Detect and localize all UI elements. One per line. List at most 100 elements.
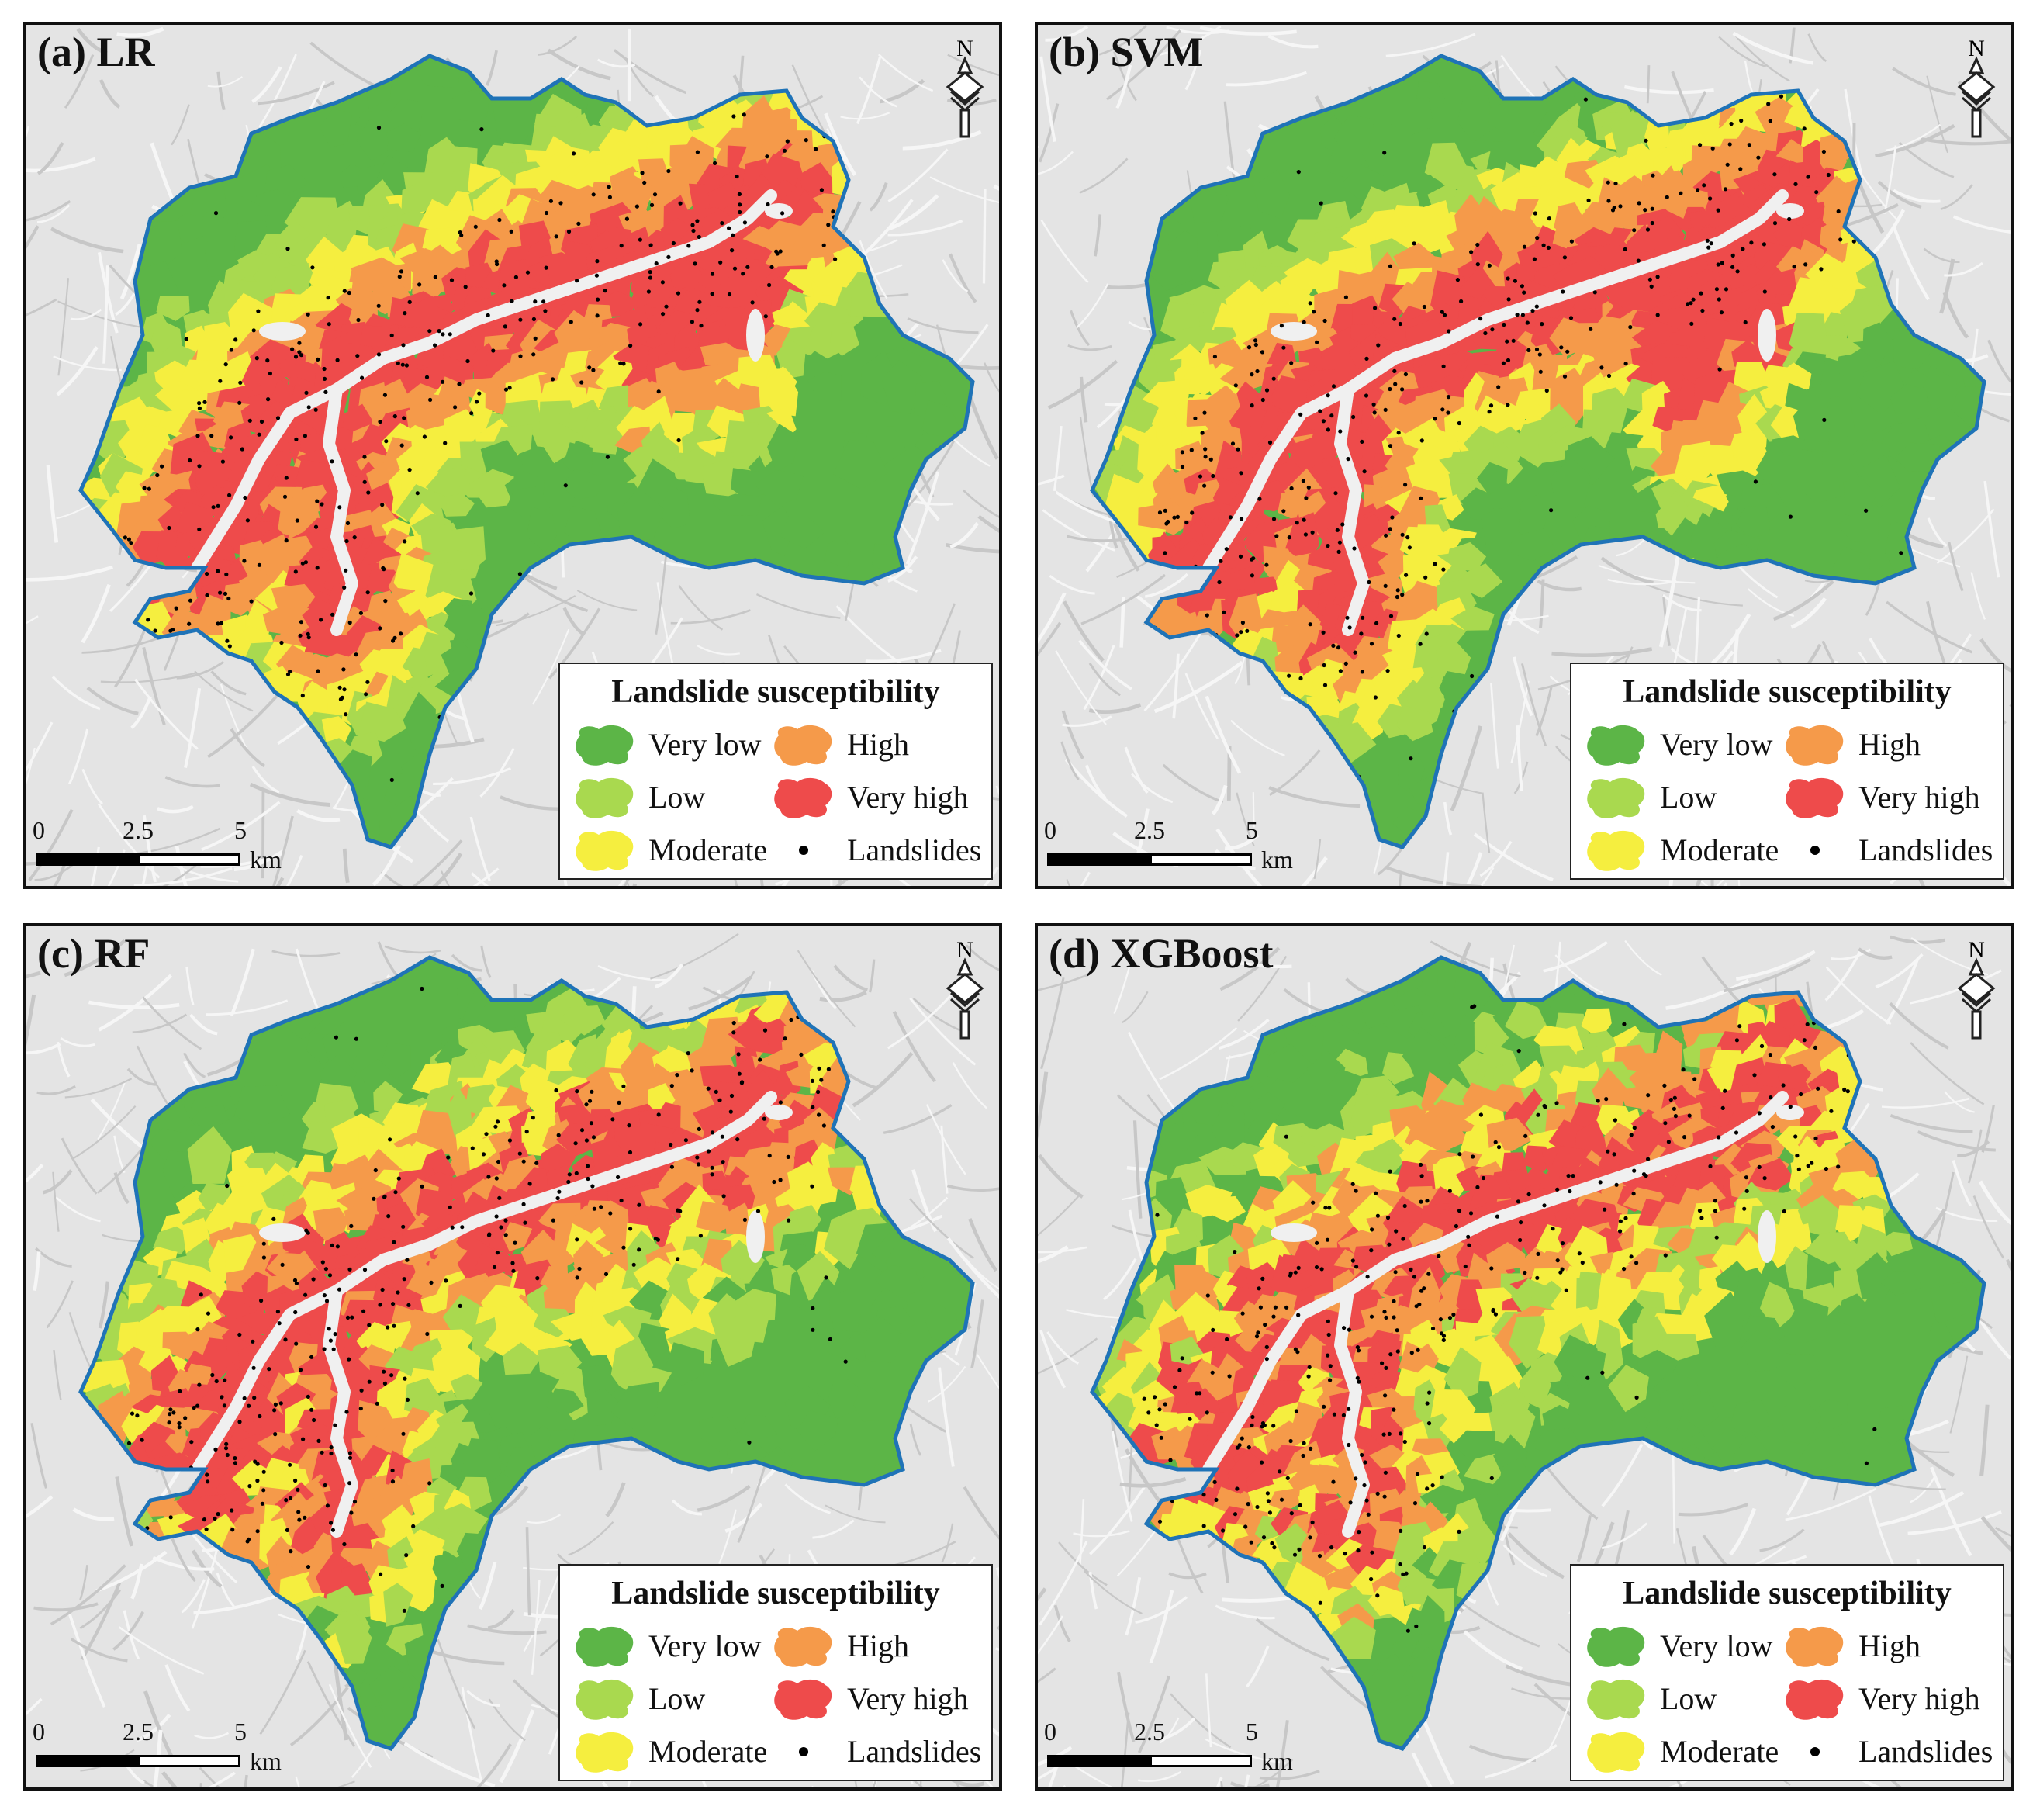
hillshade-ridge [175, 846, 188, 886]
hillshade-ridge [877, 54, 934, 92]
landslide-point [268, 371, 272, 376]
landslide-point [341, 667, 346, 672]
hillshade-ridge [819, 990, 867, 1002]
susceptibility-patch [383, 1583, 413, 1627]
susceptibility-patch [1435, 637, 1471, 685]
landslide-point [1705, 238, 1710, 243]
susceptibility-patch [1834, 353, 1870, 380]
landslide-point [479, 127, 484, 132]
lake [746, 309, 765, 362]
landslide-point [279, 640, 284, 645]
landslide-point [1230, 441, 1236, 446]
landslide-point [477, 391, 482, 396]
landslide-point [1329, 413, 1334, 418]
landslide-point [225, 1183, 230, 1189]
landslide-point [1404, 573, 1409, 577]
landslide-point [1279, 324, 1284, 328]
hillshade-ridge [755, 593, 841, 619]
susceptibility-patch [1457, 95, 1494, 143]
landslide-point [424, 375, 430, 379]
landslide-point [1236, 447, 1240, 452]
landslide-point [1319, 201, 1323, 206]
legend-label: Low [648, 1681, 706, 1716]
susceptibility-patch [415, 59, 462, 88]
landslide-point [503, 387, 509, 392]
landslide-point [731, 1030, 736, 1035]
landslide-point [189, 1440, 194, 1445]
landslide-point [378, 420, 382, 424]
hillshade-ridge [132, 1013, 188, 1034]
landslide-point [1351, 414, 1356, 420]
landslide-point [296, 1487, 300, 1492]
landslide-point [420, 1184, 424, 1189]
landslide-point [1238, 554, 1243, 559]
hillshade-ridge [296, 808, 341, 822]
landslide-point [253, 1459, 258, 1464]
susceptibility-patch [366, 649, 417, 677]
hillshade-ridge [57, 278, 70, 376]
landslide-point [710, 1172, 714, 1177]
landslide-point [1217, 580, 1222, 585]
landslide-point [403, 1376, 407, 1381]
landslide-point [693, 261, 697, 266]
moderate-swatch-icon [576, 1732, 634, 1773]
hillshade-ridge [1733, 33, 1790, 82]
landslide-point [301, 1437, 306, 1441]
susceptibility-patch [1837, 513, 1879, 542]
landslide-point [427, 329, 432, 334]
landslide-point [592, 1206, 596, 1211]
landslide-point [1353, 650, 1357, 655]
landslide-point [223, 1446, 229, 1451]
landslide-point [1487, 410, 1492, 414]
lake [259, 322, 306, 341]
legend-title: Landslide susceptibility [1623, 674, 1952, 710]
landslide-point [288, 1462, 292, 1467]
landslide-point [728, 1109, 733, 1114]
landslide-point [352, 535, 357, 540]
landslide-point [1561, 289, 1565, 294]
hillshade-ridge [133, 867, 233, 886]
landslide-point [517, 572, 523, 576]
landslide-point [1240, 620, 1245, 625]
landslide-point [654, 261, 659, 266]
landslide-point [1274, 534, 1279, 538]
landslide-point [1714, 287, 1719, 292]
hillshade-ridge [1079, 376, 1088, 423]
landslide-point [1222, 610, 1226, 615]
landslide-point [293, 1310, 298, 1315]
landslide-point [671, 240, 676, 246]
hillshade-ridge [523, 1573, 561, 1652]
landslide-point [555, 1195, 560, 1201]
hillshade-ridge [258, 81, 335, 106]
landslide-point [1373, 306, 1378, 310]
hillshade-ridge [1598, 564, 1696, 584]
landslide-point [1599, 365, 1604, 370]
landslide-point [1562, 255, 1567, 260]
panel-title: (b) SVM [1049, 29, 1204, 75]
hillshade-ridge [64, 939, 126, 977]
susceptibility-patch [205, 224, 237, 277]
landslide-point [579, 380, 584, 385]
hillshade-ridge [1205, 953, 1292, 969]
landslide-point [1388, 614, 1394, 618]
landslide-point [819, 188, 824, 192]
legend-label: Very high [847, 1681, 969, 1716]
landslide-point [411, 1524, 416, 1528]
hillshade-ridge [909, 1423, 922, 1456]
landslide-point [811, 1306, 815, 1310]
landslide-point [742, 220, 748, 225]
hillshade-ridge [1970, 572, 1986, 620]
landslide-point [342, 1541, 347, 1547]
hillshade-ridge [1267, 34, 1319, 49]
landslide-point [469, 411, 474, 416]
landslide-point [1749, 240, 1754, 245]
landslide-point [278, 1401, 283, 1406]
landslide-point [306, 405, 311, 410]
landslide-point [1802, 126, 1807, 131]
landslide-point [1306, 485, 1311, 490]
susceptibility-patch [1843, 476, 1877, 521]
landslide-point [605, 455, 610, 459]
landslide-point [300, 561, 305, 566]
landslide-point [767, 1154, 772, 1158]
hillshade-ridge [1132, 1120, 1143, 1219]
